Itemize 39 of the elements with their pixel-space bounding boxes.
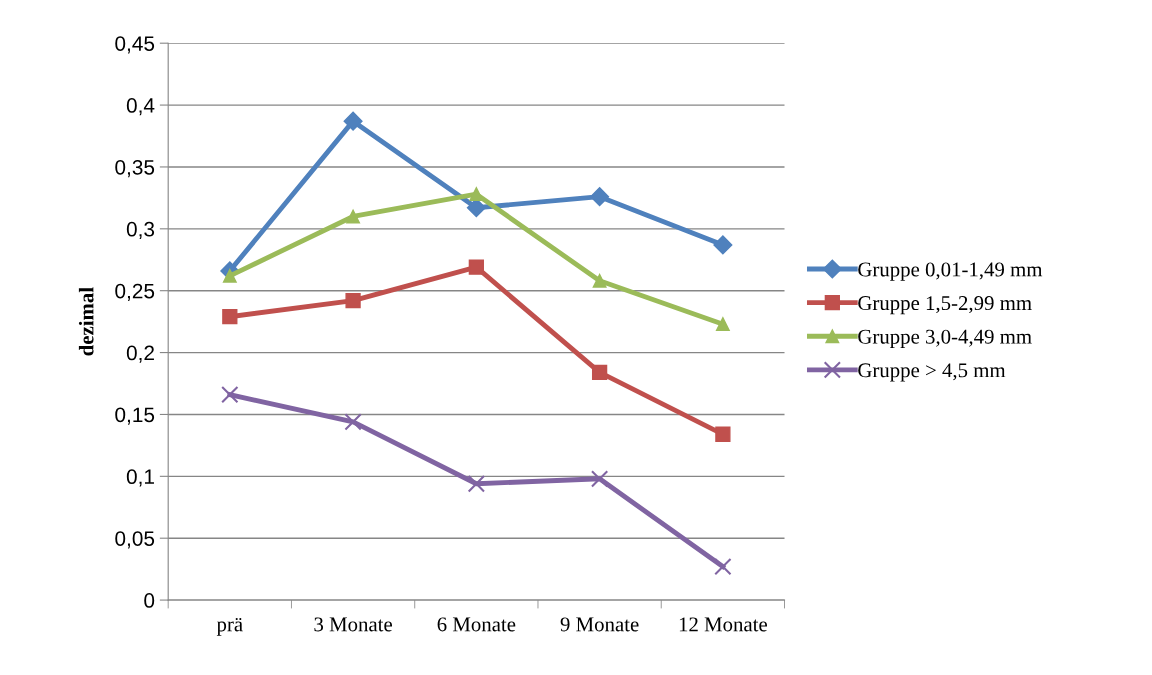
x-tick-label: 6 Monate [437, 617, 516, 632]
y-tick-label: 0,15 [115, 407, 155, 425]
point [590, 187, 610, 207]
y-axis-title: dezimal [78, 287, 94, 356]
y-tick-label: 0,05 [115, 531, 155, 549]
point [345, 292, 361, 309]
point [468, 259, 484, 275]
point [222, 268, 237, 283]
point [467, 475, 486, 493]
point [714, 557, 732, 576]
x-tick-label: 9 Monate [560, 617, 639, 632]
y-tick-label: 0,1 [126, 469, 154, 487]
point [466, 198, 486, 218]
point [346, 209, 361, 224]
legend-label: Gruppe 0,01-1,49 mm [858, 262, 1043, 281]
y-tick-label: 0,45 [115, 36, 155, 54]
y-tick-label: 0,3 [126, 221, 155, 240]
legend-label: Gruppe 3,0-4,49 mm [858, 329, 1032, 348]
point [469, 187, 484, 202]
y-tick-label: 0,25 [115, 283, 155, 301]
point [344, 413, 362, 431]
point [591, 364, 608, 381]
y-tick-label: 0,2 [126, 345, 154, 363]
point [713, 235, 733, 255]
point [590, 470, 609, 488]
y-tick-label: 0,4 [126, 98, 155, 116]
point [221, 385, 239, 404]
point [715, 426, 731, 442]
y-tick-label: 0,35 [115, 159, 155, 178]
point [715, 317, 730, 332]
x-tick-label: 3 Monate [314, 617, 392, 632]
point [343, 111, 363, 131]
legend-label: Gruppe 1,5-2,99 mm [858, 296, 1032, 315]
point [592, 273, 607, 288]
point [222, 309, 238, 325]
y-tick-label: 0 [144, 593, 155, 608]
legend-label: Gruppe > 4,5 mm [858, 363, 1006, 382]
x-tick-label: prä [216, 618, 243, 636]
x-tick-label: 12 Monate [679, 617, 767, 632]
